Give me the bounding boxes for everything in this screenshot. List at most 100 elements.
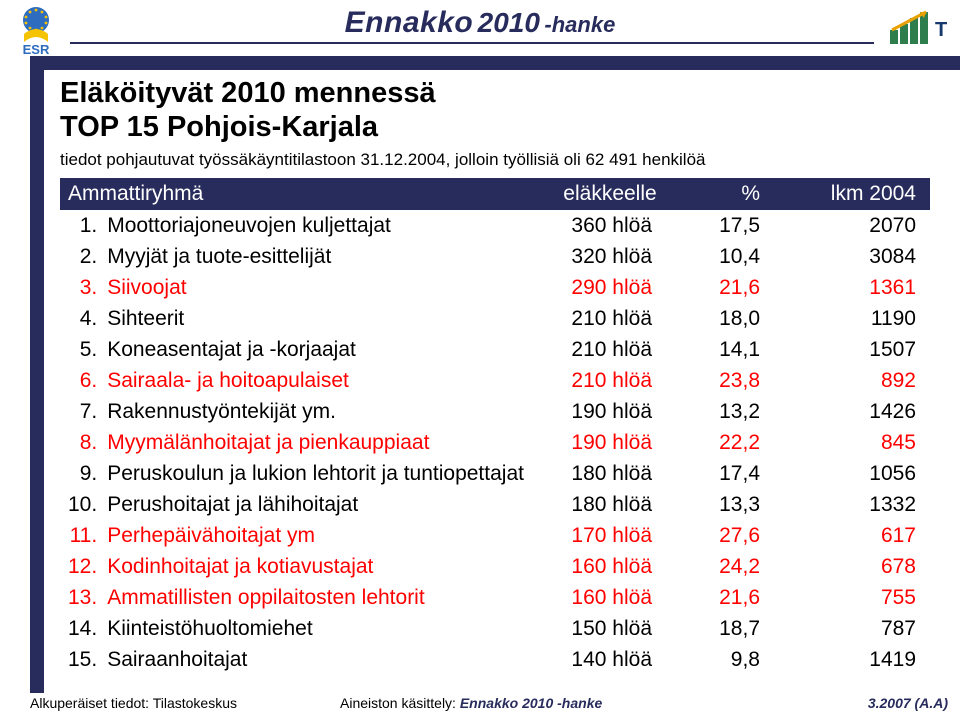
row-elakkeelle: 180 hlöä — [540, 458, 680, 489]
footer-source: Alkuperäiset tiedot: Tilastokeskus — [30, 695, 237, 711]
table-row: 8.Myymälänhoitajat ja pienkauppiaat190 h… — [60, 427, 930, 458]
row-lkm: 1056 — [790, 458, 930, 489]
occupation-table: Ammattiryhmä eläkkeelle % lkm 2004 1.Moo… — [60, 178, 930, 675]
row-pct: 13,3 — [680, 489, 790, 520]
row-lkm: 617 — [790, 520, 930, 551]
row-elakkeelle: 320 hlöä — [540, 241, 680, 272]
slide-subtitle: tiedot pohjautuvat työssäkäyntitilastoon… — [60, 150, 942, 170]
row-pct: 22,2 — [680, 427, 790, 458]
row-index: 3. — [60, 272, 99, 303]
row-elakkeelle: 150 hlöä — [540, 613, 680, 644]
row-index: 10. — [60, 489, 99, 520]
row-pct: 23,8 — [680, 365, 790, 396]
row-name: Myyjät ja tuote-esittelijät — [99, 241, 540, 272]
row-index: 9. — [60, 458, 99, 489]
row-lkm: 1507 — [790, 334, 930, 365]
row-lkm: 1190 — [790, 303, 930, 334]
row-index: 2. — [60, 241, 99, 272]
row-index: 5. — [60, 334, 99, 365]
col-header-pct: % — [680, 178, 790, 210]
table-row: 7.Rakennustyöntekijät ym.190 hlöä13,2142… — [60, 396, 930, 427]
row-pct: 17,4 — [680, 458, 790, 489]
frame-top-bar — [44, 56, 960, 70]
row-index: 13. — [60, 582, 99, 613]
table-row: 14.Kiinteistöhuoltomiehet150 hlöä18,7787 — [60, 613, 930, 644]
row-lkm: 845 — [790, 427, 930, 458]
row-index: 8. — [60, 427, 99, 458]
row-lkm: 1426 — [790, 396, 930, 427]
row-index: 1. — [60, 210, 99, 241]
row-index: 11. — [60, 520, 99, 551]
row-pct: 21,6 — [680, 272, 790, 303]
row-lkm: 787 — [790, 613, 930, 644]
row-index: 7. — [60, 396, 99, 427]
row-name: Sairaanhoitajat — [99, 644, 540, 675]
row-name: Kodinhoitajat ja kotiavustajat — [99, 551, 540, 582]
row-lkm: 755 — [790, 582, 930, 613]
footer-date-author: 3.2007 (A.A) — [868, 695, 948, 711]
row-pct: 27,6 — [680, 520, 790, 551]
row-name: Rakennustyöntekijät ym. — [99, 396, 540, 427]
row-elakkeelle: 190 hlöä — [540, 396, 680, 427]
table-row: 1.Moottoriajoneuvojen kuljettajat360 hlö… — [60, 210, 930, 241]
table-row: 15.Sairaanhoitajat140 hlöä9,81419 — [60, 644, 930, 675]
esr-logo: ESR — [12, 4, 60, 56]
row-elakkeelle: 140 hlöä — [540, 644, 680, 675]
row-name: Siivoojat — [99, 272, 540, 303]
row-pct: 13,2 — [680, 396, 790, 427]
row-name: Koneasentajat ja -korjaajat — [99, 334, 540, 365]
title-line-2: TOP 15 Pohjois-Karjala — [60, 111, 378, 143]
table-row: 3.Siivoojat290 hlöä21,61361 — [60, 272, 930, 303]
row-lkm: 678 — [790, 551, 930, 582]
row-elakkeelle: 180 hlöä — [540, 489, 680, 520]
te-logo: T&E — [888, 6, 948, 52]
row-pct: 24,2 — [680, 551, 790, 582]
row-pct: 10,4 — [680, 241, 790, 272]
row-pct: 18,7 — [680, 613, 790, 644]
table-row: 11.Perhepäivähoitajat ym170 hlöä27,6617 — [60, 520, 930, 551]
row-name: Kiinteistöhuoltomiehet — [99, 613, 540, 644]
row-elakkeelle: 160 hlöä — [540, 582, 680, 613]
row-lkm: 3084 — [790, 241, 930, 272]
row-elakkeelle: 290 hlöä — [540, 272, 680, 303]
col-header-name: Ammattiryhmä — [60, 178, 540, 210]
footer-brand-word: Ennakko — [460, 695, 518, 711]
row-elakkeelle: 160 hlöä — [540, 551, 680, 582]
brand-suffix: -hanke — [544, 12, 615, 37]
svg-text:T&E: T&E — [935, 19, 948, 41]
row-name: Perhepäivähoitajat ym — [99, 520, 540, 551]
row-index: 6. — [60, 365, 99, 396]
footer-processing: Aineiston käsittely: Ennakko 2010 -hanke — [340, 695, 602, 711]
row-lkm: 1419 — [790, 644, 930, 675]
row-elakkeelle: 170 hlöä — [540, 520, 680, 551]
row-name: Myymälänhoitajat ja pienkauppiaat — [99, 427, 540, 458]
table-row: 2.Myyjät ja tuote-esittelijät320 hlöä10,… — [60, 241, 930, 272]
footer-mid-prefix: Aineiston käsittely: — [340, 695, 456, 711]
row-pct: 18,0 — [680, 303, 790, 334]
brand-year: 2010 — [478, 7, 540, 38]
row-lkm: 1361 — [790, 272, 930, 303]
row-pct: 14,1 — [680, 334, 790, 365]
table-row: 4.Sihteerit210 hlöä18,01190 — [60, 303, 930, 334]
row-elakkeelle: 210 hlöä — [540, 334, 680, 365]
esr-label: ESR — [23, 42, 50, 56]
row-name: Sihteerit — [99, 303, 540, 334]
title-line-1: Eläköityvät 2010 mennessä — [60, 77, 436, 109]
row-index: 14. — [60, 613, 99, 644]
footer-brand-year: 2010 — [522, 695, 553, 711]
table-header-row: Ammattiryhmä eläkkeelle % lkm 2004 — [60, 178, 930, 210]
row-lkm: 1332 — [790, 489, 930, 520]
row-name: Peruskoulun ja lukion lehtorit ja tuntio… — [99, 458, 540, 489]
row-pct: 17,5 — [680, 210, 790, 241]
table-row: 6.Sairaala- ja hoitoapulaiset210 hlöä23,… — [60, 365, 930, 396]
row-elakkeelle: 360 hlöä — [540, 210, 680, 241]
slide-content: Eläköityvät 2010 mennessä TOP 15 Pohjois… — [60, 76, 942, 675]
row-name: Ammatillisten oppilaitosten lehtorit — [99, 582, 540, 613]
footer-brand-suffix: -hanke — [553, 695, 602, 711]
row-name: Perushoitajat ja lähihoitajat — [99, 489, 540, 520]
slide-title: Eläköityvät 2010 mennessä TOP 15 Pohjois… — [60, 76, 942, 144]
col-header-lkm: lkm 2004 — [790, 178, 930, 210]
table-row: 12.Kodinhoitajat ja kotiavustajat160 hlö… — [60, 551, 930, 582]
row-index: 4. — [60, 303, 99, 334]
col-header-elakkeelle: eläkkeelle — [540, 178, 680, 210]
